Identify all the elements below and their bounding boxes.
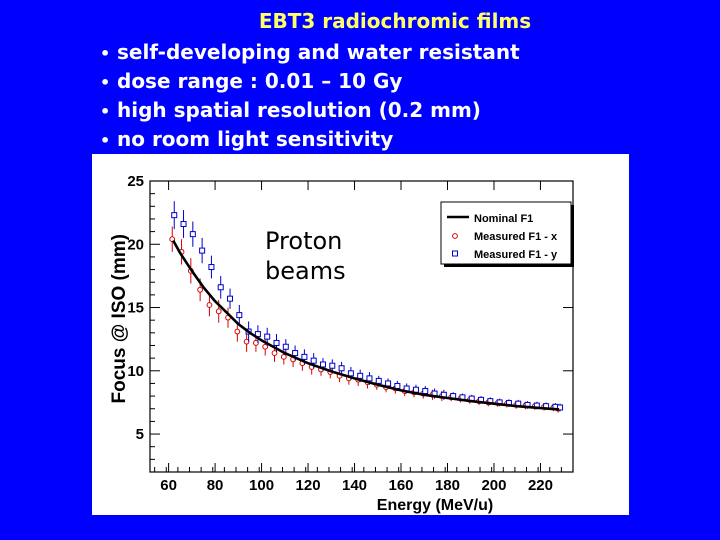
data-point: [215, 308, 222, 315]
x-tick-label: 200: [481, 477, 506, 494]
bullet-text: high spatial resolution (0.2 mm): [117, 98, 481, 122]
legend-swatch: [452, 233, 458, 239]
x-tick-label: 220: [528, 477, 553, 494]
data-point: [171, 212, 178, 219]
bullet-text: no room light sensitivity: [117, 127, 394, 151]
data-point: [310, 357, 317, 364]
data-point: [197, 286, 204, 293]
data-point: [375, 377, 382, 384]
legend-swatch: [452, 250, 458, 257]
data-point: [199, 247, 206, 254]
data-point: [385, 380, 392, 387]
data-point: [243, 338, 250, 345]
y-tick-label: 10: [127, 363, 144, 380]
bullet-list: • self-developing and water resistant • do…: [100, 38, 520, 154]
x-tick-label: 160: [388, 477, 413, 494]
data-point: [422, 388, 429, 395]
data-point: [412, 386, 419, 393]
data-point: [208, 264, 215, 271]
data-point: [347, 370, 354, 377]
data-point: [234, 328, 241, 335]
y-tick-label: 5: [136, 426, 144, 443]
plot-frame: [149, 180, 574, 473]
chart-panel: 60 80 100 120 140 160 180 200 220 5 10 15 20 25 Energy…: [92, 154, 629, 515]
data-point: [557, 404, 564, 411]
data-point: [236, 312, 243, 319]
y-tick-label: 15: [127, 300, 144, 317]
data-point: [282, 343, 289, 350]
data-point: [206, 302, 213, 308]
data-point: [338, 365, 345, 372]
x-tick-label: 120: [296, 477, 321, 494]
legend-box: [440, 201, 572, 265]
chart-annotation: Proton beams: [265, 226, 346, 286]
data-point: [280, 353, 287, 360]
bullet-item: • no room light sensitivity: [100, 125, 520, 154]
data-point: [180, 221, 187, 228]
x-tick-label: 60: [160, 477, 177, 494]
data-point: [329, 362, 336, 369]
data-point: [217, 284, 224, 291]
y-tick-label: 25: [127, 173, 144, 190]
y-tick-label: 20: [127, 236, 144, 253]
legend-label: Measured F1 - y: [474, 249, 558, 261]
bullet-dot: •: [100, 131, 111, 150]
bullet-item: • self-developing and water resistant: [100, 38, 520, 67]
x-axis-label: Energy (MeV/u): [377, 497, 493, 514]
annotation-line: beams: [265, 257, 346, 285]
data-point: [264, 333, 271, 340]
bullet-dot: •: [100, 102, 111, 121]
data-point: [227, 295, 234, 302]
data-point: [366, 375, 373, 382]
bullet-text: dose range : 0.01 – 10 Gy: [117, 69, 403, 93]
bullet-dot: •: [100, 44, 111, 63]
bullet-dot: •: [100, 73, 111, 92]
legend-label: Measured F1 - x: [474, 231, 558, 243]
x-tick-label: 140: [342, 477, 367, 494]
data-point: [357, 372, 364, 379]
data-point: [273, 339, 280, 346]
bullet-item: • high spatial resolution (0.2 mm): [100, 96, 520, 125]
y-axis-label: Focus @ ISO (mm): [109, 234, 130, 404]
legend-label: Nominal F1: [474, 213, 533, 225]
x-tick-label: 80: [207, 477, 224, 494]
data-point: [301, 353, 308, 360]
slide-title: EBT3 radiochromic films: [258, 9, 532, 33]
bullet-item: • dose range : 0.01 – 10 Gy: [100, 67, 520, 96]
bullet-text: self-developing and water resistant: [117, 40, 520, 64]
series-line: [172, 239, 560, 411]
focus-vs-energy-chart: 60 80 100 120 140 160 180 200 220 5 10 15 20 25 Energy…: [109, 173, 574, 514]
data-point: [394, 382, 401, 389]
data-point: [271, 350, 278, 356]
data-point: [292, 350, 299, 357]
data-point: [262, 343, 269, 350]
x-tick-label: 100: [249, 477, 274, 494]
data-point: [253, 340, 259, 346]
annotation-line: Proton: [265, 227, 343, 255]
data-point: [319, 361, 326, 368]
x-tick-label: 180: [435, 477, 460, 494]
data-point: [189, 231, 196, 238]
